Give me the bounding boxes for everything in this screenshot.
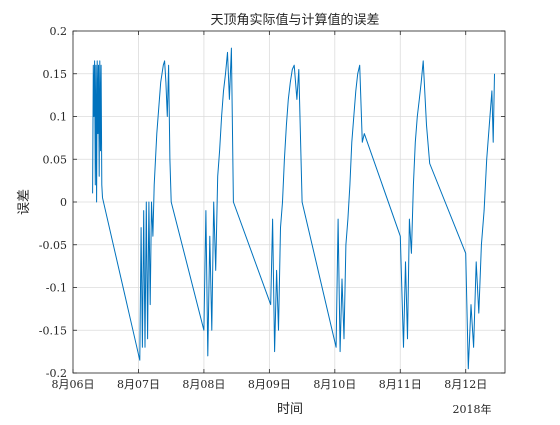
chart-title: 天顶角实际值与计算值的误差 <box>210 12 379 28</box>
x-tick-label: 8月08日 <box>182 378 225 391</box>
grid <box>72 30 505 374</box>
y-tick-label: -0.1 <box>46 282 67 295</box>
x-tick-label: 8月11日 <box>379 378 422 391</box>
error-series-line <box>92 47 495 370</box>
x-tick-label: 8月06日 <box>52 378 95 391</box>
x-tick-label: 8月07日 <box>117 378 160 391</box>
y-tick-label: -0.2 <box>46 367 67 380</box>
y-tick-label: 0 <box>60 196 67 209</box>
year-label: 2018年 <box>453 402 492 416</box>
y-axis: -0.2 -0.15 -0.1 -0.05 0 0.05 0.1 0.15 0.2 <box>39 25 505 380</box>
y-tick-label: 0.15 <box>43 68 68 81</box>
x-axis: 8月06日 8月07日 8月08日 8月09日 8月10日 8月11日 8月12日 <box>52 31 487 391</box>
line-series <box>92 47 495 370</box>
y-tick-label: -0.05 <box>39 239 67 252</box>
x-tick-label: 8月10日 <box>313 378 356 391</box>
y-tick-label: 0.05 <box>43 153 68 166</box>
x-tick-label: 8月12日 <box>444 378 487 391</box>
x-axis-title: 时间 <box>277 402 303 417</box>
y-tick-label: -0.15 <box>39 324 67 337</box>
y-tick-label: 0.2 <box>50 25 68 38</box>
y-tick-label: 0.1 <box>50 111 68 124</box>
x-tick-label: 8月09日 <box>248 378 291 391</box>
y-axis-title: 误差 <box>17 189 32 215</box>
